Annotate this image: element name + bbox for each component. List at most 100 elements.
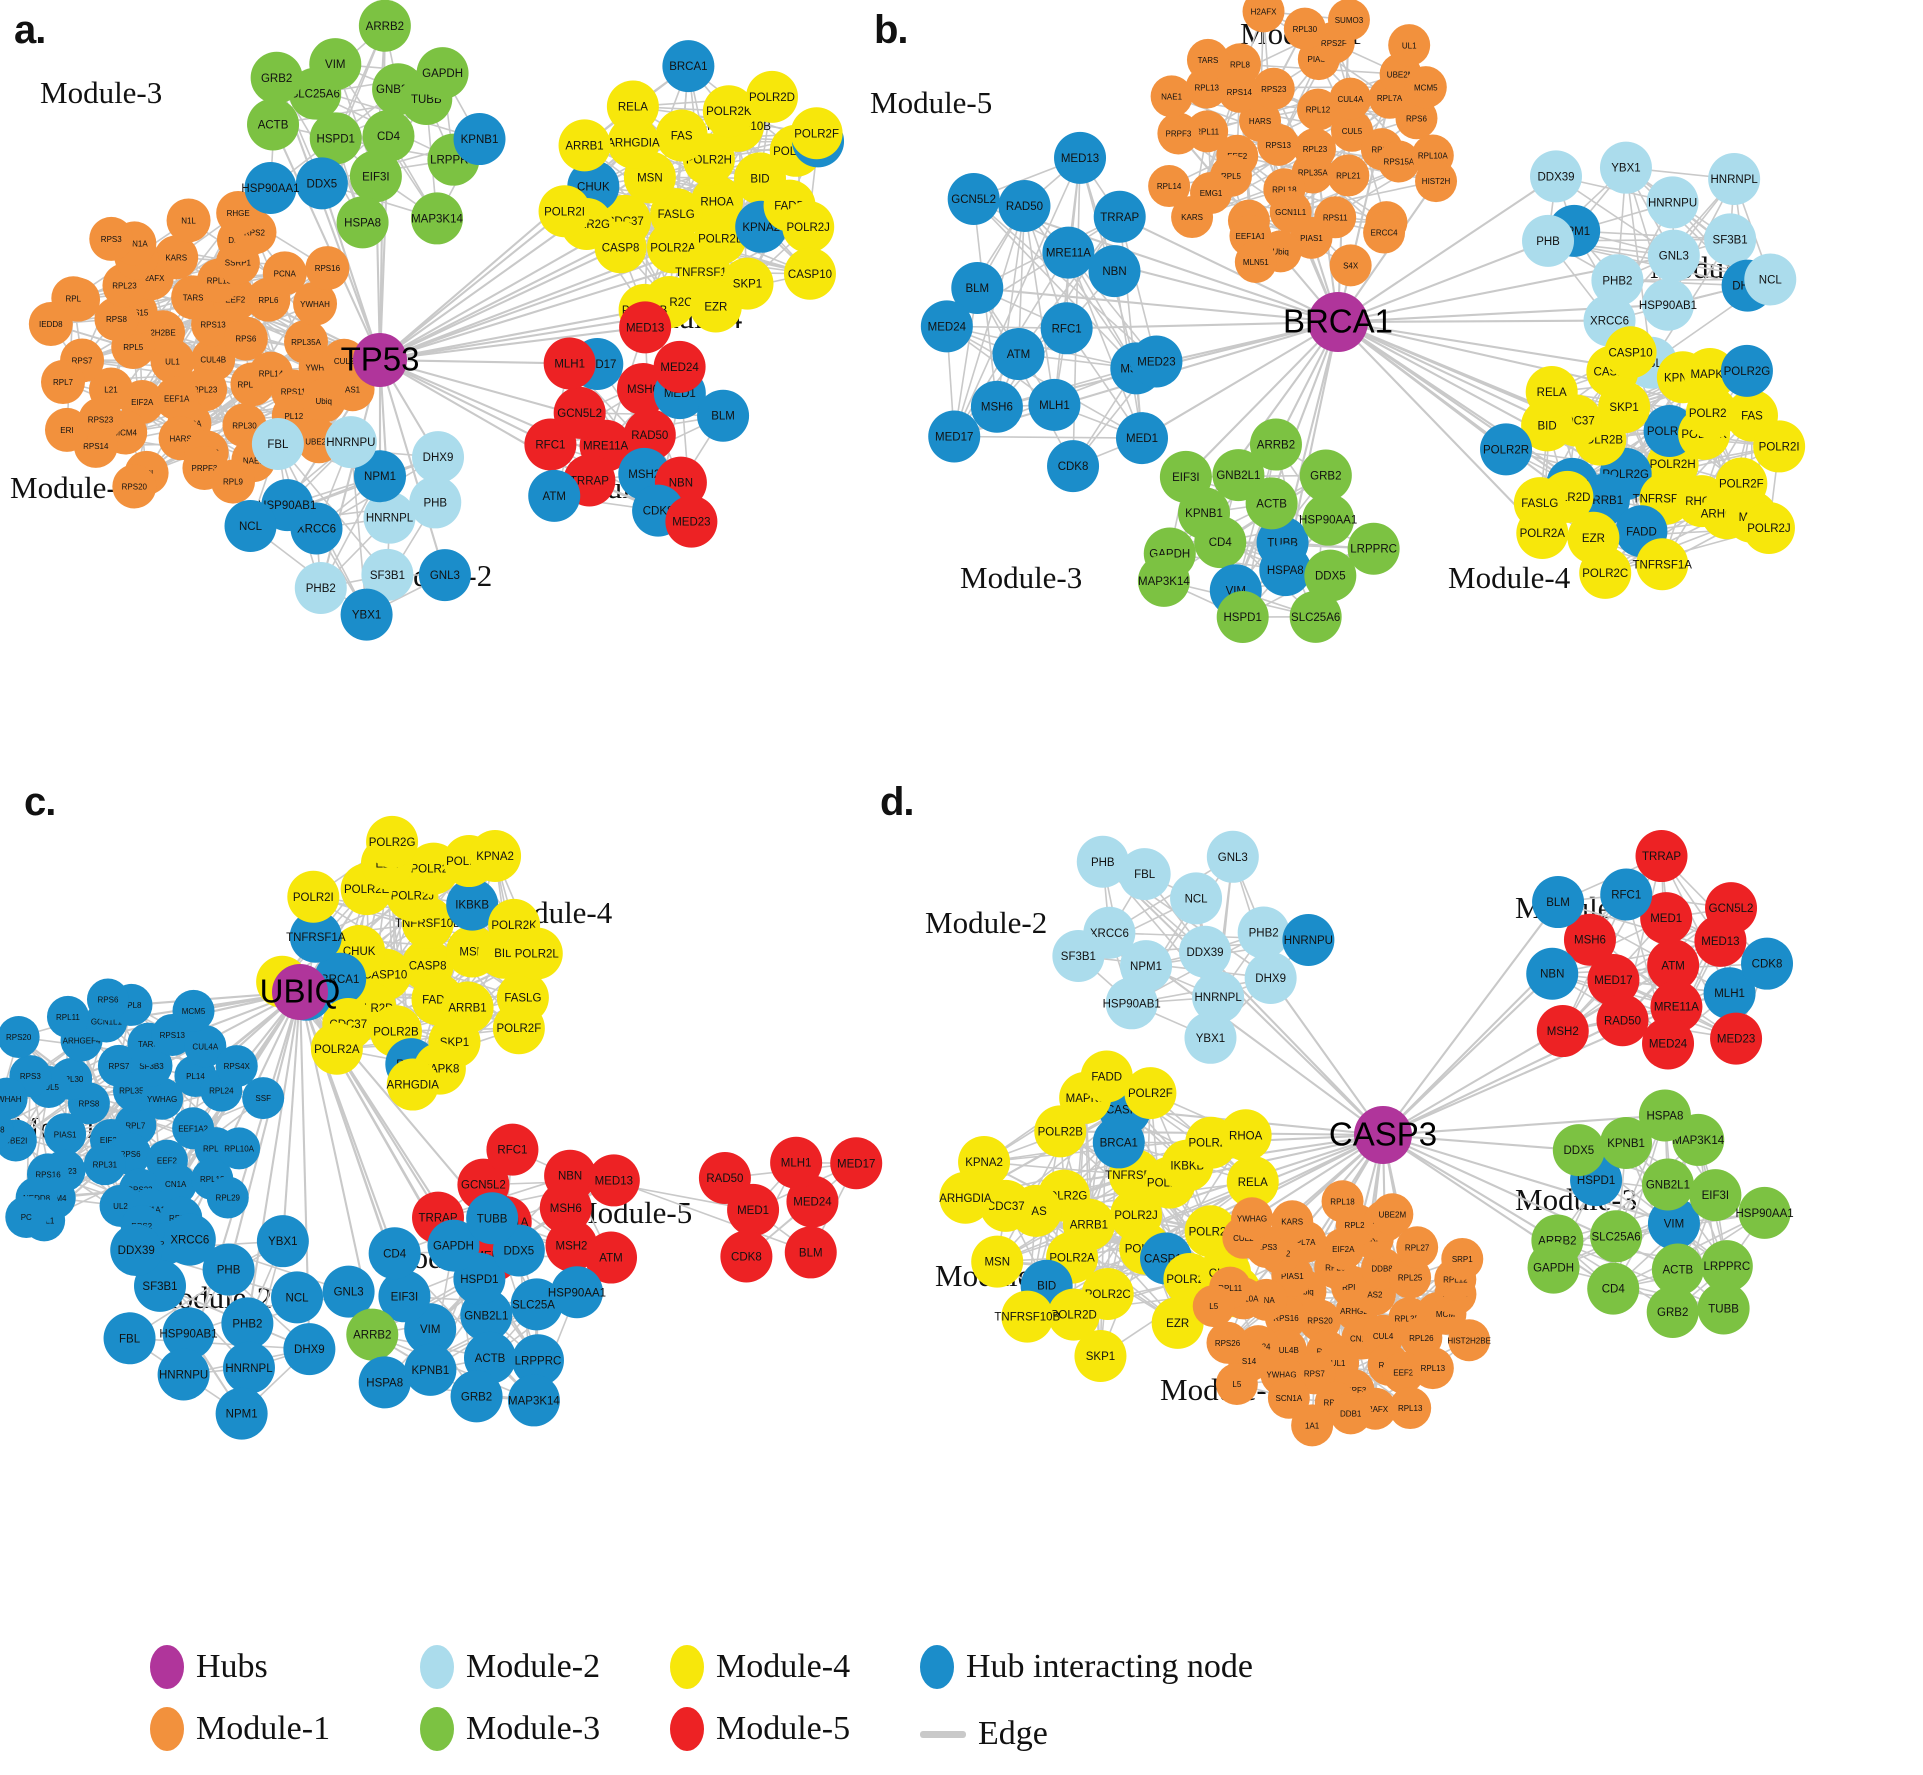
network-node[interactable]: MED13 <box>1054 131 1107 184</box>
network-node[interactable]: MAP3K14 <box>507 1374 560 1427</box>
network-node[interactable]: CD4 <box>1587 1262 1640 1315</box>
network-node[interactable]: POLR2J <box>1742 501 1795 554</box>
network-node[interactable]: RPS20 <box>112 464 157 509</box>
network-node[interactable]: RPL14 <box>1148 165 1191 208</box>
network-node[interactable]: NAE1 <box>1150 75 1193 118</box>
network-node[interactable]: RPS6 <box>86 978 129 1021</box>
network-node[interactable]: GCN5L2 <box>947 172 1000 225</box>
network-node[interactable]: VIM <box>309 38 362 91</box>
network-node[interactable]: NPM1 <box>215 1387 268 1440</box>
network-node[interactable]: HNRNPU <box>1282 913 1335 966</box>
network-node[interactable]: MED23 <box>665 495 718 548</box>
network-node[interactable]: FADD <box>1080 1050 1133 1103</box>
network-node[interactable]: L5 <box>1192 1285 1235 1328</box>
network-node[interactable]: RFC1 <box>1040 302 1093 355</box>
network-node[interactable]: SRP1 <box>1441 1237 1484 1280</box>
network-node[interactable]: POLR2I <box>287 870 340 923</box>
network-node[interactable]: DDX5 <box>295 157 348 210</box>
network-node[interactable]: HSPA8 <box>358 1356 411 1409</box>
network-node[interactable]: HNRNPL <box>1708 153 1761 206</box>
network-node[interactable]: SLC25A6 <box>1590 1210 1643 1263</box>
network-node[interactable]: PC <box>5 1196 48 1239</box>
network-node[interactable]: N1L <box>166 198 211 243</box>
network-node[interactable]: 1A1 <box>1291 1404 1334 1447</box>
network-node[interactable]: RPL7 <box>40 360 85 405</box>
network-node[interactable]: MED13 <box>619 301 672 354</box>
network-node[interactable]: POLR2F <box>492 1002 545 1055</box>
network-node[interactable]: FBL <box>103 1312 156 1365</box>
network-node[interactable]: NCL <box>1744 253 1797 306</box>
network-node[interactable]: RAD50 <box>1596 994 1649 1047</box>
network-node[interactable]: TRRAP <box>1635 830 1688 883</box>
network-node[interactable]: CASP10 <box>783 247 836 300</box>
network-node[interactable]: HNRNPU <box>1646 176 1699 229</box>
network-node[interactable]: XRCC6 <box>163 1213 216 1266</box>
network-node[interactable]: LRPPRC <box>1347 522 1400 575</box>
network-node[interactable]: MCM5 <box>172 989 215 1032</box>
network-node[interactable]: GAPDH <box>1527 1241 1580 1294</box>
network-node[interactable]: GAPDH <box>416 47 469 100</box>
network-node[interactable]: GRB2 <box>250 51 303 104</box>
network-node[interactable]: RPL10A <box>218 1127 261 1170</box>
network-node[interactable]: SF3B1 <box>1052 929 1105 982</box>
network-node[interactable]: ATM <box>528 469 581 522</box>
network-node[interactable]: EIF3I <box>349 150 402 203</box>
network-node[interactable]: PHB2 <box>1237 906 1290 959</box>
network-node[interactable]: HSPD1 <box>309 112 362 165</box>
network-node[interactable]: TARS <box>1186 38 1229 81</box>
network-node[interactable]: HSPA8 <box>1638 1089 1691 1142</box>
network-node[interactable]: SUMO3 <box>1327 0 1370 41</box>
network-node[interactable]: PHB <box>1076 835 1129 888</box>
network-node[interactable]: POLR2A <box>310 1022 363 1075</box>
network-node[interactable]: RAD50 <box>698 1152 751 1205</box>
network-node[interactable]: HSPA8 <box>336 196 389 249</box>
network-node[interactable]: RFC1 <box>486 1123 539 1176</box>
network-node[interactable]: HNRNPU <box>157 1348 210 1401</box>
network-node[interactable]: EIF3I <box>1159 450 1212 503</box>
network-node[interactable]: YBX1 <box>256 1215 309 1268</box>
network-node[interactable]: FAS <box>655 109 708 162</box>
network-node[interactable]: ARRB2 <box>346 1308 399 1361</box>
network-node[interactable]: RPL30 <box>1283 7 1326 50</box>
network-node[interactable]: NCL <box>271 1271 324 1324</box>
network-node[interactable]: DHX9 <box>1244 952 1297 1005</box>
network-node[interactable]: MSH6 <box>970 380 1023 433</box>
network-node[interactable]: GNB2L1 <box>1641 1158 1694 1211</box>
network-node[interactable]: RPL9 <box>210 459 255 504</box>
network-node[interactable]: POLR2C <box>1579 546 1632 599</box>
network-node[interactable]: DDX39 <box>110 1224 163 1277</box>
network-node[interactable]: DHX9 <box>283 1323 336 1376</box>
network-node[interactable]: TRRAP <box>1093 190 1146 243</box>
network-node[interactable]: MSH2 <box>1536 1005 1589 1058</box>
network-node[interactable]: MLH1 <box>1028 378 1081 431</box>
network-node[interactable]: POLR2G <box>1720 344 1773 397</box>
network-node[interactable]: RPL11 <box>46 995 89 1038</box>
network-node[interactable]: GNL3 <box>1647 229 1700 282</box>
network-node[interactable]: IEDD8 <box>28 302 73 347</box>
network-node[interactable]: NCL <box>1170 872 1223 925</box>
network-node[interactable]: YBX1 <box>1184 1011 1237 1064</box>
network-node[interactable]: NBN <box>1088 245 1141 298</box>
network-node[interactable]: SF3B1 <box>1704 213 1757 266</box>
network-node[interactable]: MED13 <box>587 1154 640 1207</box>
network-node[interactable]: DDX5 <box>1552 1124 1605 1177</box>
network-node[interactable]: KARS <box>1271 1200 1314 1243</box>
network-node[interactable]: SLC25A6 <box>1289 590 1342 643</box>
network-node[interactable]: RPL29 <box>206 1176 249 1219</box>
network-node[interactable]: HSP90AB1 <box>1639 278 1697 331</box>
network-node[interactable]: YBX1 <box>1599 141 1652 194</box>
network-node[interactable]: PIAS1 <box>44 1113 87 1156</box>
network-node[interactable]: POLR2J <box>782 200 835 253</box>
network-node[interactable]: MED1 <box>1116 412 1169 465</box>
network-node[interactable]: UL1 <box>1388 24 1431 67</box>
network-node[interactable]: TUBB <box>1697 1282 1750 1335</box>
network-node[interactable]: KPNB1 <box>453 113 506 166</box>
network-node[interactable]: KPNA2 <box>469 829 522 882</box>
network-node[interactable]: EIF3I <box>1689 1169 1742 1222</box>
network-node[interactable]: ARRB2 <box>358 0 411 52</box>
network-node[interactable]: S4X <box>1329 244 1372 287</box>
network-node[interactable]: NCL <box>224 500 277 553</box>
network-node[interactable]: BLM <box>1532 876 1585 929</box>
network-node[interactable]: ERI <box>44 407 89 452</box>
network-node[interactable]: HSP90AA1 <box>1735 1186 1794 1239</box>
